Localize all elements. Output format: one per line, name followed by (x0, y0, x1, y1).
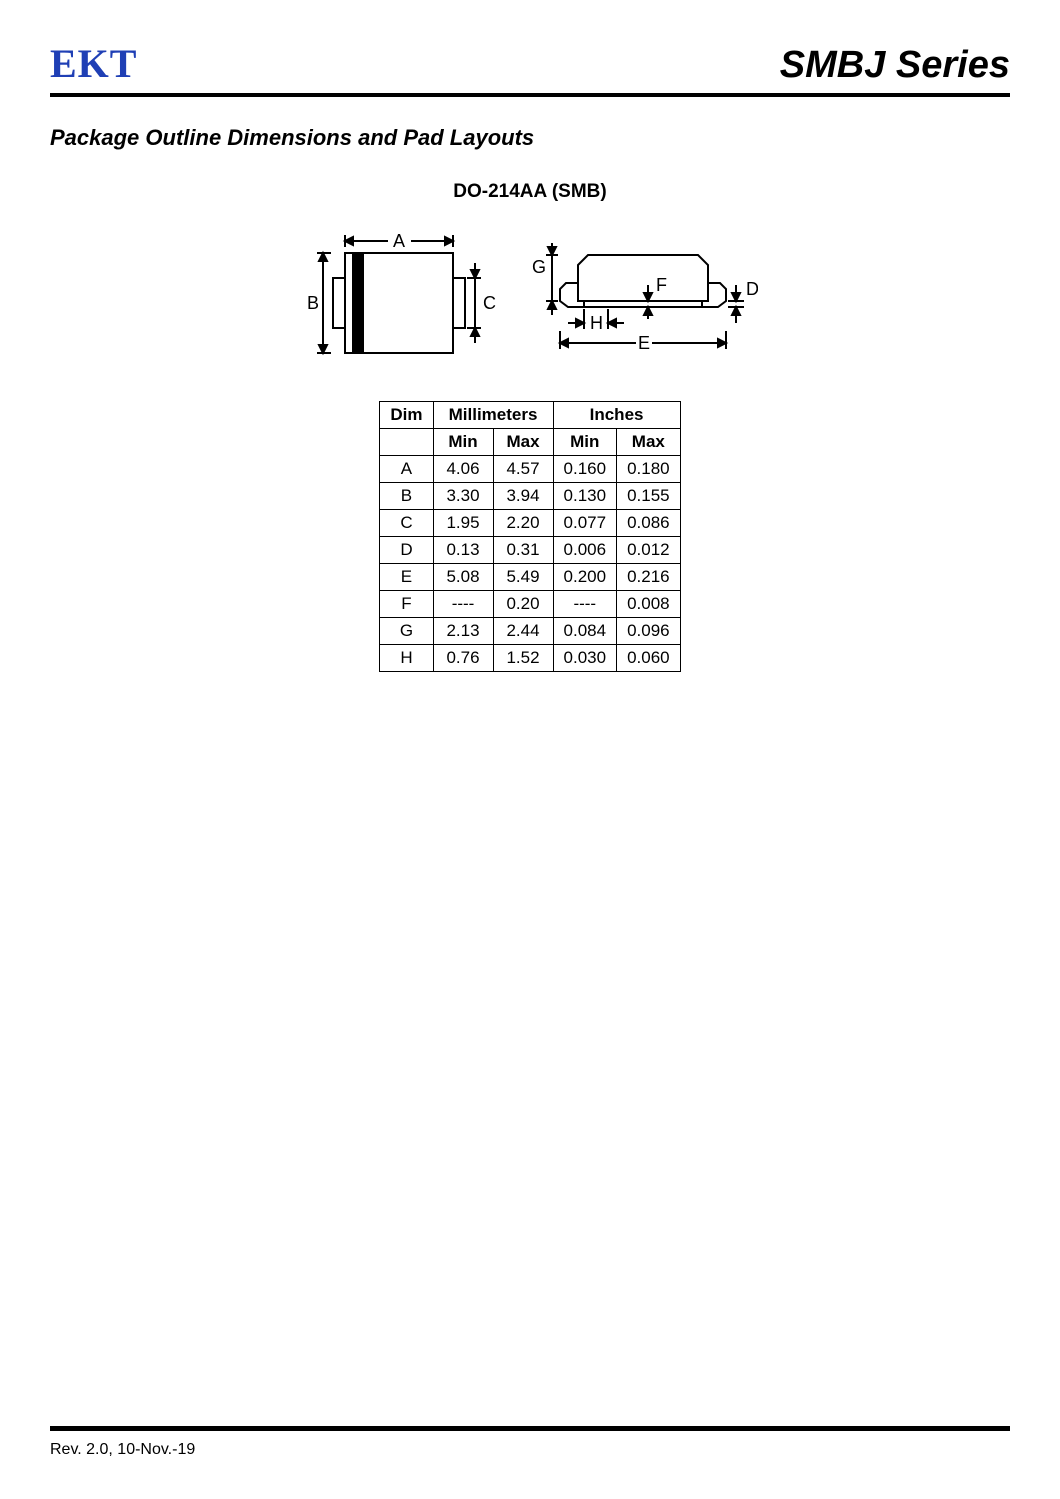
table-header-row: Dim Millimeters Inches (380, 402, 680, 429)
revision-text: Rev. 2.0, 10-Nov.-19 (50, 1441, 1010, 1459)
table-cell: 0.200 (553, 564, 617, 591)
table-cell: 0.012 (617, 537, 681, 564)
th-empty (380, 429, 433, 456)
table-cell: 0.086 (617, 510, 681, 537)
dim-label-g: G (532, 257, 546, 277)
package-diagrams: A B (50, 223, 1010, 373)
table-cell: 3.30 (433, 483, 493, 510)
table-row: H0.761.520.0300.060 (380, 645, 680, 672)
th-in-max: Max (617, 429, 681, 456)
section-title: Package Outline Dimensions and Pad Layou… (50, 125, 1010, 151)
table-cell: 4.06 (433, 456, 493, 483)
table-cell: 0.20 (493, 591, 553, 618)
table-cell: 0.130 (553, 483, 617, 510)
table-cell: ---- (433, 591, 493, 618)
table-cell: 0.008 (617, 591, 681, 618)
dim-label-c: C (483, 293, 496, 313)
series-title: SMBJ Series (780, 44, 1010, 87)
table-cell: G (380, 618, 433, 645)
table-cell: 4.57 (493, 456, 553, 483)
table-cell: 0.216 (617, 564, 681, 591)
dim-label-a: A (392, 231, 404, 251)
dim-label-d: D (746, 279, 758, 299)
dimension-table: Dim Millimeters Inches Min Max Min Max A… (379, 401, 680, 672)
table-row: B3.303.940.1300.155 (380, 483, 680, 510)
brand-logo: EKT (50, 40, 137, 87)
table-subheader-row: Min Max Min Max (380, 429, 680, 456)
table-row: E5.085.490.2000.216 (380, 564, 680, 591)
table-cell: 0.096 (617, 618, 681, 645)
table-cell: 2.44 (493, 618, 553, 645)
top-view-diagram: A B (303, 223, 498, 373)
table-cell: B (380, 483, 433, 510)
dim-label-f: F (656, 275, 667, 295)
table-cell: F (380, 591, 433, 618)
th-in-min: Min (553, 429, 617, 456)
dim-label-h: H (590, 313, 603, 333)
dim-label-e: E (637, 333, 649, 353)
table-cell: 0.060 (617, 645, 681, 672)
table-row: G2.132.440.0840.096 (380, 618, 680, 645)
th-mm-max: Max (493, 429, 553, 456)
table-row: C1.952.200.0770.086 (380, 510, 680, 537)
table-cell: A (380, 456, 433, 483)
table-row: A4.064.570.1600.180 (380, 456, 680, 483)
table-cell: 2.20 (493, 510, 553, 537)
th-mm-min: Min (433, 429, 493, 456)
table-cell: 0.077 (553, 510, 617, 537)
side-view-diagram: G F D (528, 223, 758, 373)
table-cell: H (380, 645, 433, 672)
table-cell: 1.95 (433, 510, 493, 537)
package-title: DO-214AA (SMB) (50, 181, 1010, 203)
table-cell: 5.49 (493, 564, 553, 591)
table-cell: 0.155 (617, 483, 681, 510)
table-cell: 2.13 (433, 618, 493, 645)
table-cell: 0.31 (493, 537, 553, 564)
table-cell: 0.006 (553, 537, 617, 564)
table-cell: ---- (553, 591, 617, 618)
table-cell: D (380, 537, 433, 564)
page-footer: Rev. 2.0, 10-Nov.-19 (50, 1426, 1010, 1459)
th-in: Inches (553, 402, 680, 429)
table-cell: 0.160 (553, 456, 617, 483)
table-cell: 0.76 (433, 645, 493, 672)
table-cell: 0.13 (433, 537, 493, 564)
table-cell: C (380, 510, 433, 537)
table-cell: 0.084 (553, 618, 617, 645)
th-mm: Millimeters (433, 402, 553, 429)
table-cell: 0.030 (553, 645, 617, 672)
table-cell: 3.94 (493, 483, 553, 510)
table-cell: 1.52 (493, 645, 553, 672)
th-dim: Dim (380, 402, 433, 429)
page-header: EKT SMBJ Series (50, 40, 1010, 97)
table-row: D0.130.310.0060.012 (380, 537, 680, 564)
dim-label-b: B (307, 293, 319, 313)
table-row: F----0.20----0.008 (380, 591, 680, 618)
table-cell: 5.08 (433, 564, 493, 591)
table-cell: E (380, 564, 433, 591)
table-cell: 0.180 (617, 456, 681, 483)
